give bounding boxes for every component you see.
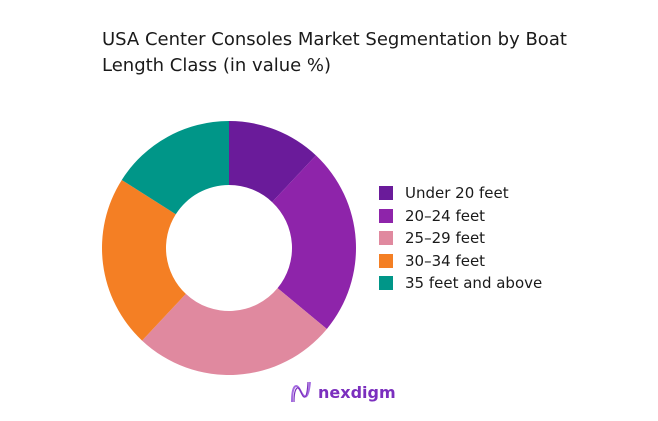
legend-label: 30–34 feet bbox=[405, 251, 486, 270]
legend-item: 20–24 feet bbox=[379, 205, 542, 228]
legend-swatch bbox=[379, 253, 393, 268]
donut-slice-5 bbox=[121, 121, 229, 215]
legend-label: 25–29 feet bbox=[405, 229, 486, 248]
legend-swatch bbox=[379, 231, 393, 246]
legend-swatch bbox=[379, 186, 393, 201]
donut-slice-3 bbox=[142, 288, 327, 375]
donut-slice-4 bbox=[102, 179, 186, 341]
legend-item: 30–34 feet bbox=[379, 250, 542, 273]
nexdigm-logo: nexdigm bbox=[290, 380, 396, 404]
logo-text: nexdigm bbox=[318, 382, 396, 402]
legend-swatch bbox=[379, 208, 393, 223]
donut-slice-2 bbox=[272, 155, 356, 329]
chart-title: USA Center Consoles Market Segmentation … bbox=[102, 29, 567, 76]
legend-swatch bbox=[379, 276, 393, 291]
legend-label: Under 20 feet bbox=[405, 184, 509, 203]
donut-slice-1 bbox=[229, 121, 316, 203]
legend-item: 35 feet and above bbox=[379, 272, 542, 295]
legend-item: 25–29 feet bbox=[379, 227, 542, 250]
legend-label: 35 feet and above bbox=[405, 274, 543, 293]
legend-label: 20–24 feet bbox=[405, 206, 486, 225]
logo-wave-icon bbox=[291, 381, 311, 403]
legend: Under 20 feet 20–24 feet 25–29 feet 30–3… bbox=[379, 182, 542, 295]
legend-item: Under 20 feet bbox=[379, 182, 542, 205]
